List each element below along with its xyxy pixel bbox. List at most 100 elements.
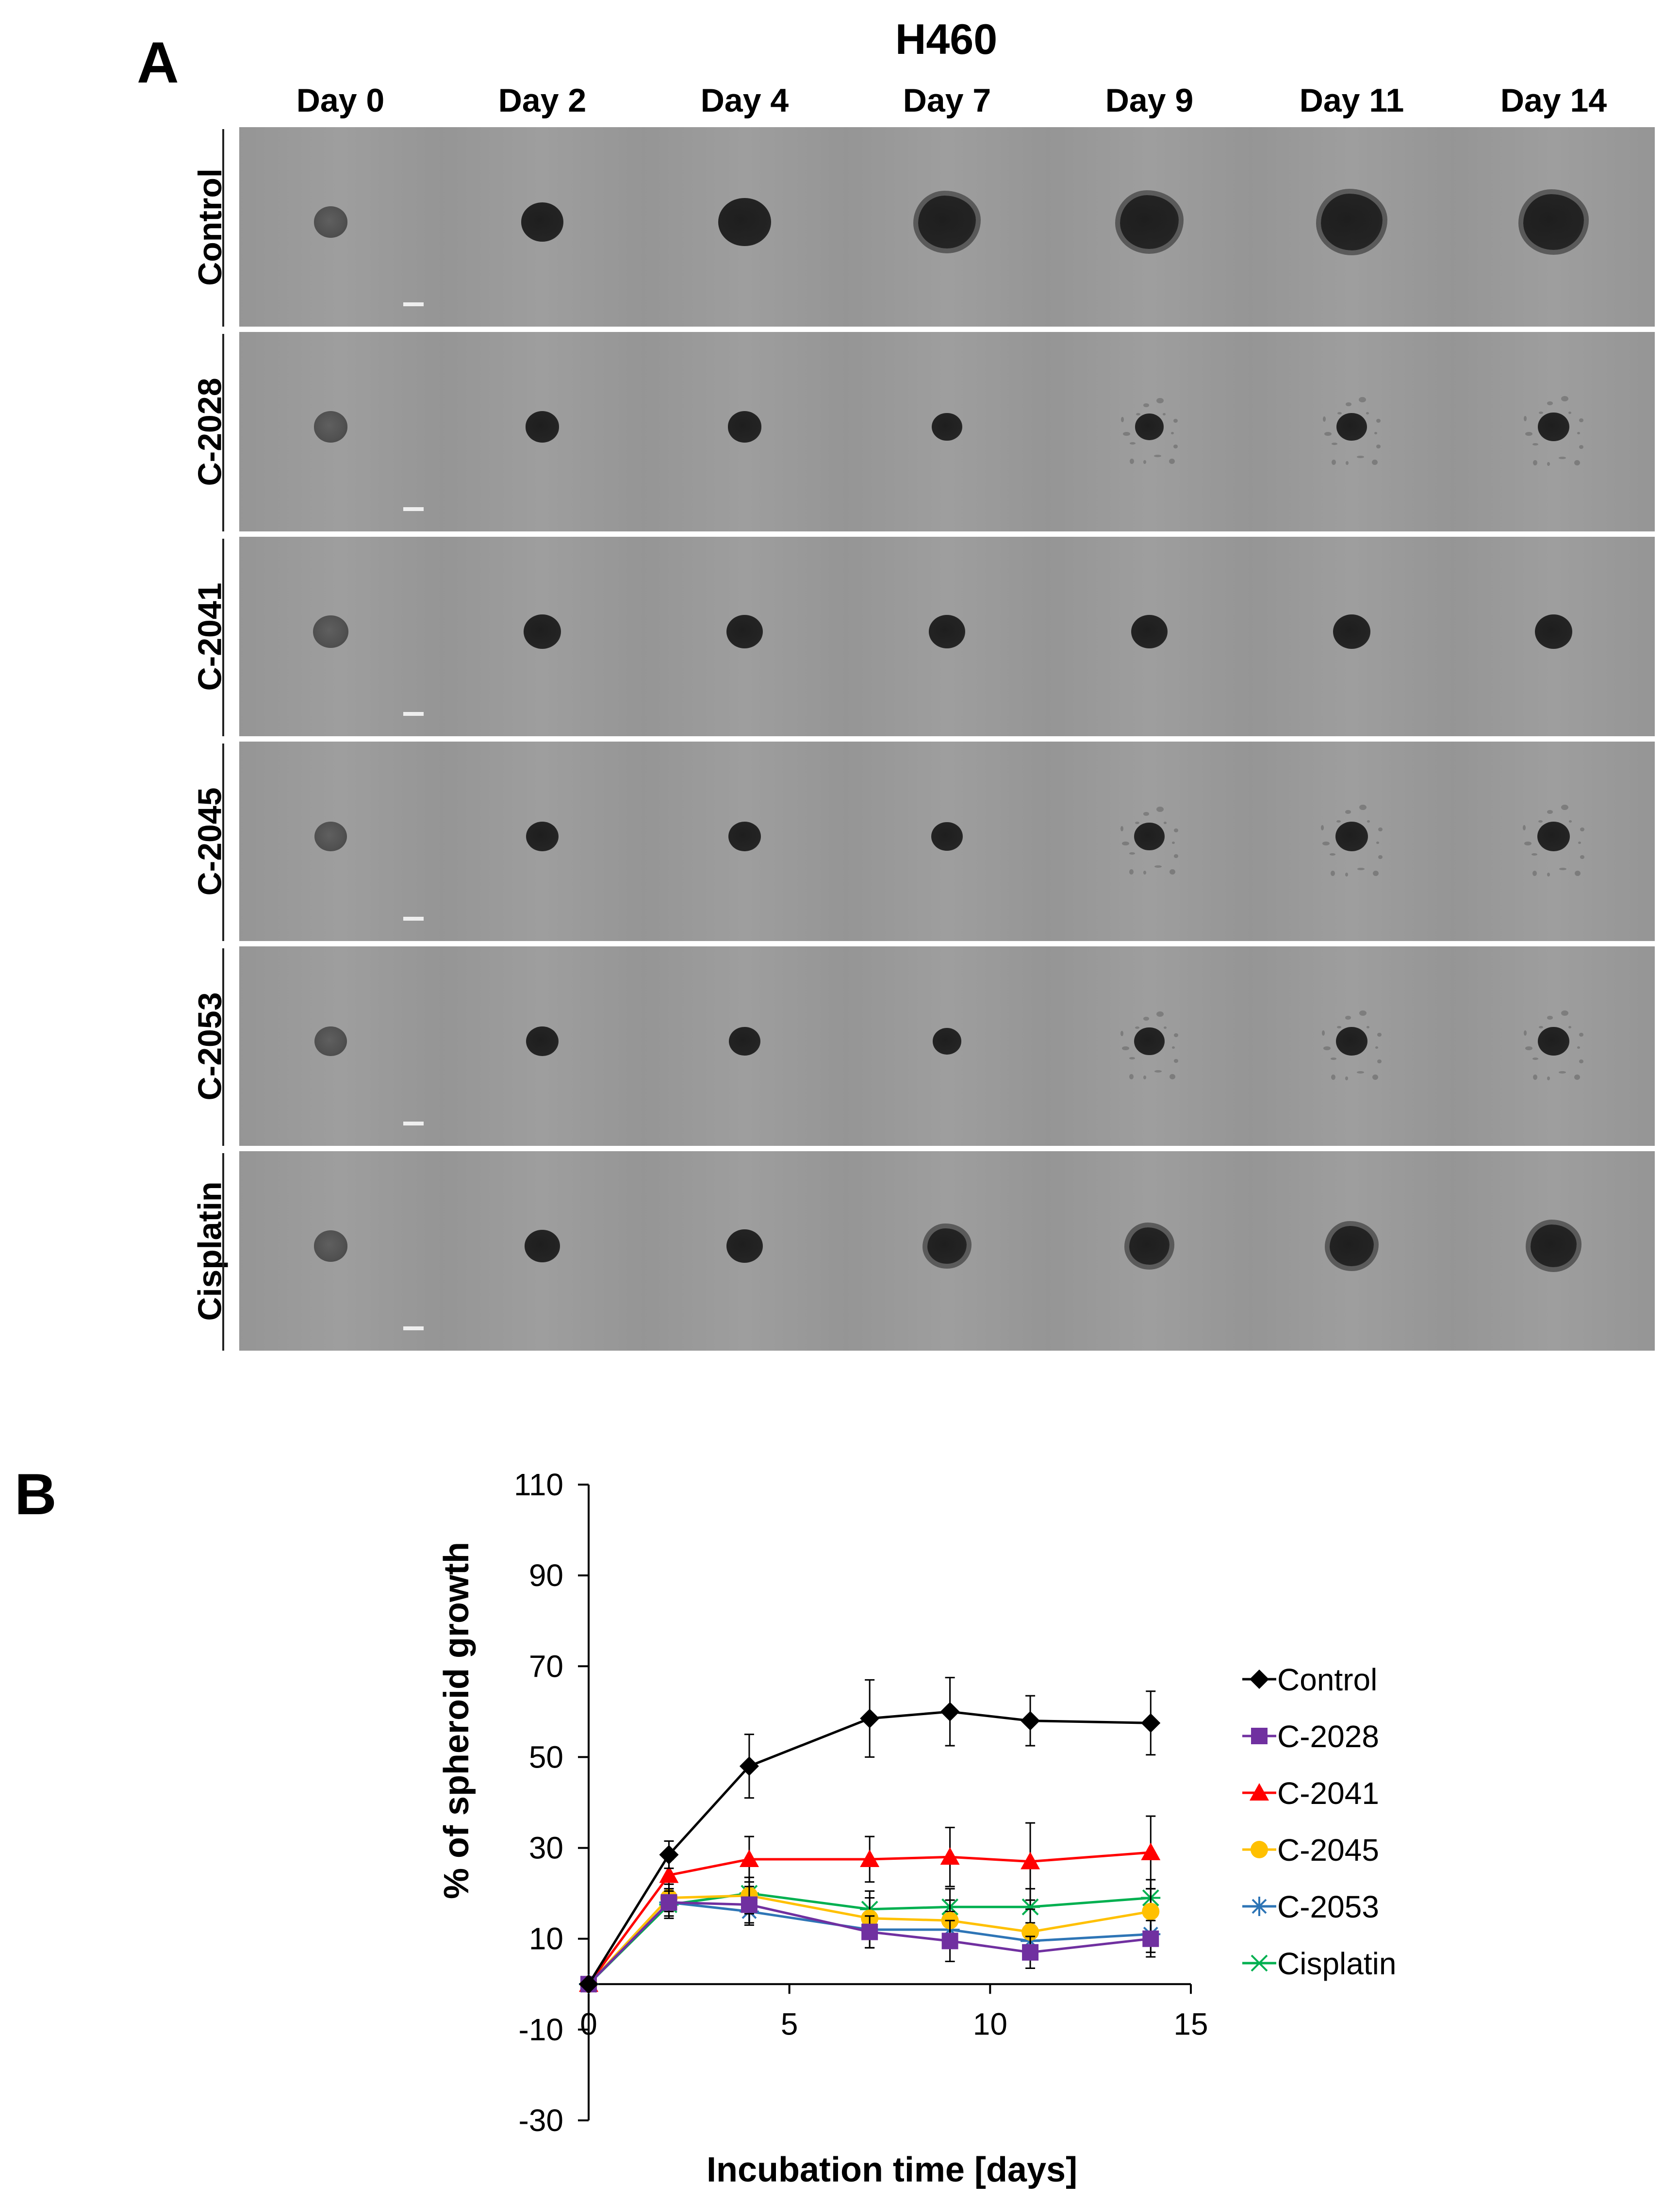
data-point xyxy=(1022,1944,1039,1961)
spheroid-image xyxy=(1452,946,1655,1146)
column-header-day: Day 2 xyxy=(498,82,587,119)
spheroid-image xyxy=(1452,742,1655,941)
data-point xyxy=(739,1849,759,1867)
spheroid-image xyxy=(239,537,442,736)
legend-label: C-2053 xyxy=(1277,1889,1379,1924)
y-tick-label: 110 xyxy=(514,1467,563,1502)
data-point xyxy=(659,1845,679,1865)
y-tick-label: -10 xyxy=(519,2012,564,2047)
row-divider xyxy=(222,129,224,327)
y-tick-label: 70 xyxy=(529,1649,563,1684)
spheroid-image xyxy=(239,332,442,531)
panel-a-letter: A xyxy=(137,30,179,95)
x-tick-label: 5 xyxy=(781,2006,798,2041)
y-tick-label: -30 xyxy=(519,2103,564,2138)
row-divider xyxy=(222,1153,224,1351)
spheroid-image xyxy=(1251,537,1453,736)
spheroid-image xyxy=(1251,127,1453,327)
data-point xyxy=(1250,1783,1269,1801)
spheroid-image xyxy=(239,1151,442,1351)
spheroid-image xyxy=(1251,946,1453,1146)
row-divider xyxy=(222,948,224,1146)
spheroid-image xyxy=(441,332,643,531)
legend-item: C-2053 xyxy=(1242,1889,1379,1924)
row-divider xyxy=(222,539,224,736)
legend-item: Cisplatin xyxy=(1242,1946,1396,1981)
spheroid-image xyxy=(643,946,846,1146)
data-point xyxy=(1021,1852,1040,1869)
x-tick-label: 15 xyxy=(1173,2006,1208,2041)
spheroid-image xyxy=(1452,332,1655,531)
legend-item: Control xyxy=(1242,1662,1377,1697)
data-point xyxy=(659,1865,679,1883)
y-tick-label: 30 xyxy=(529,1831,563,1866)
spheroid-image xyxy=(1452,537,1655,736)
spheroid-image xyxy=(846,1151,1048,1351)
spheroid-image xyxy=(643,1151,846,1351)
y-axis-label: % of spheroid growth xyxy=(437,1542,476,1899)
x-tick-label: 0 xyxy=(580,2006,597,2041)
y-tick-label: 50 xyxy=(529,1739,563,1774)
y-tick-label: 10 xyxy=(529,1921,563,1956)
legend-item: C-2028 xyxy=(1242,1719,1379,1754)
spheroid-image xyxy=(1048,332,1251,531)
series-c-2028 xyxy=(580,1885,1159,1993)
data-point xyxy=(1250,1670,1269,1689)
data-point xyxy=(1250,1897,1269,1916)
data-point xyxy=(1021,1711,1040,1731)
data-point xyxy=(1021,1898,1040,1916)
data-point xyxy=(941,1933,958,1950)
panel-b-letter: B xyxy=(15,1462,57,1527)
data-point xyxy=(1141,1842,1161,1860)
series-c-2041 xyxy=(579,1815,1161,1992)
spheroid-image xyxy=(846,332,1048,531)
spheroid-image xyxy=(1251,1151,1453,1351)
x-tick-label: 10 xyxy=(973,2006,1007,2041)
x-axis-label: Incubation time [days] xyxy=(707,2150,1077,2189)
spheroid-image xyxy=(846,742,1048,941)
legend-label: Cisplatin xyxy=(1277,1946,1396,1981)
spheroid-image xyxy=(1048,946,1251,1146)
column-header-day: Day 11 xyxy=(1299,82,1404,119)
data-point xyxy=(1251,1728,1268,1744)
row-divider xyxy=(222,334,224,531)
data-point xyxy=(1142,1902,1160,1920)
spheroid-image xyxy=(1048,127,1251,327)
spheroid-image xyxy=(441,742,643,941)
legend-item: C-2041 xyxy=(1242,1776,1379,1811)
spheroid-image xyxy=(643,742,846,941)
spheroid-image xyxy=(643,537,846,736)
data-point xyxy=(579,1974,598,1994)
spheroid-image xyxy=(643,127,846,327)
cell-line-title: H460 xyxy=(895,15,998,63)
data-point xyxy=(861,1923,878,1940)
y-tick-label: 90 xyxy=(529,1558,563,1593)
data-point xyxy=(1251,1841,1268,1858)
legend-label: Control xyxy=(1277,1662,1377,1697)
data-point xyxy=(940,1847,960,1865)
spheroid-image xyxy=(239,946,442,1146)
series-control xyxy=(579,1677,1161,1994)
spheroid-image xyxy=(441,1151,643,1351)
column-header-day: Day 9 xyxy=(1105,82,1194,119)
column-header-day: Day 0 xyxy=(296,82,385,119)
row-divider xyxy=(222,744,224,941)
data-point xyxy=(660,1894,677,1911)
spheroid-image xyxy=(643,332,846,531)
spheroid-image xyxy=(846,946,1048,1146)
spheroid-image xyxy=(441,946,643,1146)
column-header-day: Day 7 xyxy=(903,82,991,119)
spheroid-image xyxy=(1452,127,1655,327)
data-point xyxy=(1250,1954,1269,1972)
spheroid-image xyxy=(1048,1151,1251,1351)
spheroid-image xyxy=(1048,742,1251,941)
spheroid-image xyxy=(1048,537,1251,736)
spheroid-image xyxy=(1251,742,1453,941)
spheroid-image xyxy=(846,537,1048,736)
data-point xyxy=(741,1896,758,1913)
spheroid-image xyxy=(239,127,442,327)
data-point xyxy=(739,1756,759,1776)
data-point xyxy=(1142,1930,1159,1947)
data-point xyxy=(1141,1713,1161,1733)
